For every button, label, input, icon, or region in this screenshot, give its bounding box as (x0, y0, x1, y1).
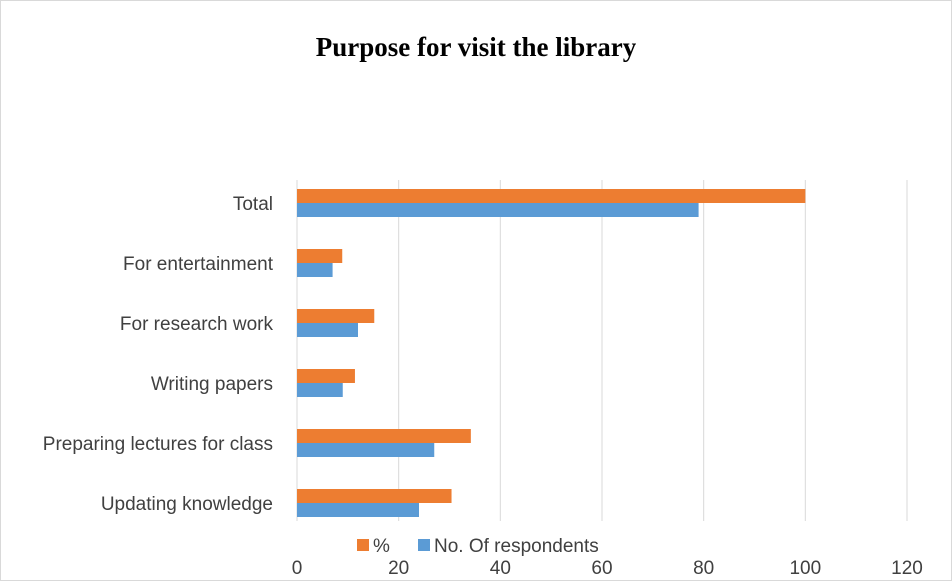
bar-percent-total (297, 189, 806, 203)
category-label: For research work (120, 314, 274, 335)
legend-swatch-percent (357, 539, 369, 551)
category-label: Preparing lectures for class (43, 434, 273, 455)
legend-label-percent: % (373, 536, 390, 557)
bar-respondents-writing-papers (297, 383, 343, 397)
bar-percent-updating-knowledge (297, 489, 452, 503)
x-tick-labels: 0 20 40 60 80 100 120 (292, 558, 923, 579)
bar-respondents-updating-knowledge (297, 503, 419, 517)
bar-percent-for-research-work (297, 309, 375, 323)
legend-label-respondents: No. Of respondents (434, 536, 599, 557)
bar-respondents-total (297, 203, 699, 217)
bar-percent-writing-papers (297, 369, 355, 383)
x-tick-label: 100 (789, 558, 821, 579)
category-label: Total (233, 194, 273, 215)
legend: % No. Of respondents (357, 536, 599, 557)
x-tick-label: 40 (490, 558, 511, 579)
x-tick-label: 80 (693, 558, 714, 579)
x-tick-label: 120 (891, 558, 923, 579)
chart-title: Purpose for visit the library (315, 32, 637, 62)
x-tick-label: 0 (292, 558, 303, 579)
category-labels: Total For entertainment For research work W… (43, 194, 274, 515)
legend-swatch-respondents (418, 539, 430, 551)
bar-respondents-for-entertainment (297, 263, 333, 277)
bar-respondents-for-research-work (297, 323, 358, 337)
x-tick-label: 60 (591, 558, 612, 579)
bar-percent-preparing-lectures-for-class (297, 429, 471, 443)
gridlines (296, 180, 908, 521)
bar-respondents-preparing-lectures-for-class (297, 443, 435, 457)
bars (297, 189, 806, 517)
x-tick-label: 20 (388, 558, 409, 579)
category-label: For entertainment (123, 254, 274, 275)
category-label: Updating knowledge (101, 494, 273, 515)
category-label: Writing papers (151, 374, 273, 395)
bar-percent-for-entertainment (297, 249, 343, 263)
